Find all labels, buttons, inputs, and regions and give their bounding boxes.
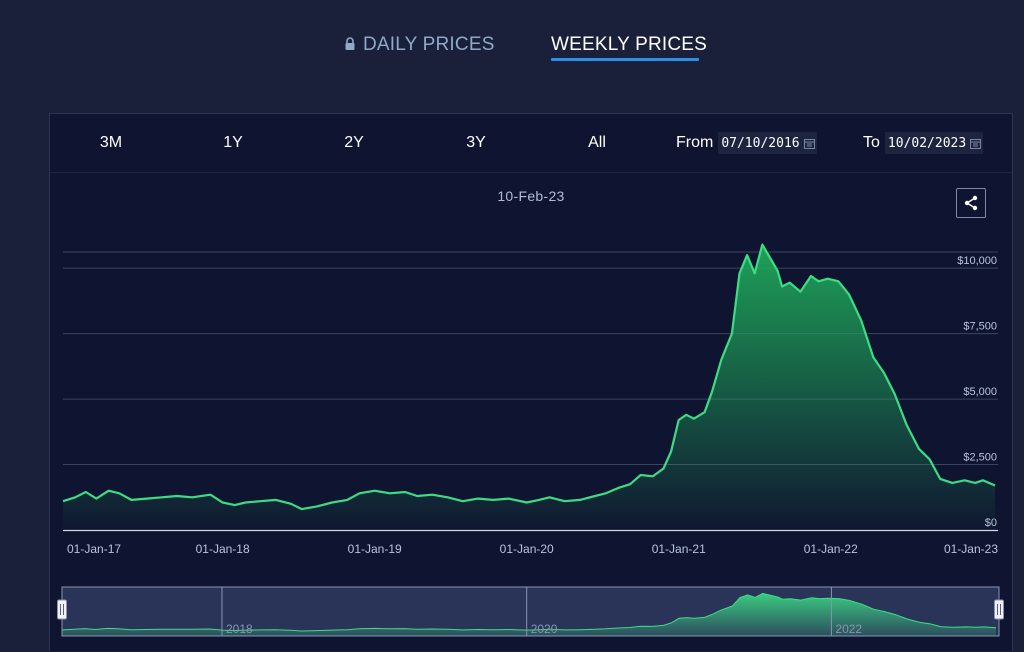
tab-daily-label: DAILY PRICES <box>363 34 495 55</box>
navigator-left-handle[interactable] <box>57 599 67 620</box>
from-date-input[interactable]: 07/10/2016 <box>718 132 817 154</box>
calendar-icon <box>803 138 815 149</box>
chart-panel: 3M 1Y 2Y 3Y All From 07/10/2016 To 10/02… <box>49 113 1013 651</box>
range-button-1y[interactable]: 1Y <box>223 134 243 151</box>
calendar-icon <box>970 138 982 149</box>
price-chart[interactable]: $0$2,500$5,000$7,500$10,00001-Jan-1701-J… <box>50 173 1012 652</box>
x-tick-label: 01-Jan-22 <box>804 542 858 556</box>
tab-weekly-label: WEEKLY PRICES <box>551 34 708 55</box>
from-date-value: 07/10/2016 <box>721 135 800 151</box>
from-label: From <box>676 134 714 151</box>
x-tick-label: 01-Jan-23 <box>944 542 998 556</box>
tab-daily-prices[interactable]: DAILY PRICES <box>344 34 495 56</box>
to-label: To <box>863 134 880 151</box>
to-date-value: 10/02/2023 <box>887 135 967 151</box>
range-button-3y[interactable]: 3Y <box>466 134 486 151</box>
chart-area: $0$2,500$5,000$7,500$10,00001-Jan-1701-J… <box>50 173 1012 652</box>
navigator-right-handle[interactable] <box>994 599 1004 620</box>
navigator-line <box>61 592 997 632</box>
navigator-tick-label: 2020 <box>531 622 558 636</box>
lock-icon <box>345 37 355 50</box>
price-area-fill <box>63 244 995 530</box>
navigator-tick-label: 2022 <box>835 622 862 636</box>
x-tick-label: 01-Jan-21 <box>652 542 706 556</box>
y-tick-label: $2,500 <box>963 452 997 464</box>
y-tick-label: $10,000 <box>957 255 997 267</box>
range-button-3m[interactable]: 3M <box>99 134 123 151</box>
range-toolbar: 3M 1Y 2Y 3Y All From 07/10/2016 To 10/02… <box>50 114 1012 173</box>
y-tick-label: $7,500 <box>963 321 997 333</box>
from-date-group: From 07/10/2016 <box>676 132 817 154</box>
x-tick-label: 01-Jan-19 <box>348 542 402 556</box>
active-tab-indicator <box>551 58 699 61</box>
navigator-area <box>62 593 996 636</box>
to-date-input[interactable]: 10/02/2023 <box>884 132 984 154</box>
to-date-group: To 10/02/2023 <box>863 132 984 154</box>
tab-weekly-prices[interactable]: WEEKLY PRICES <box>551 34 707 56</box>
range-button-2y[interactable]: 2Y <box>344 134 364 151</box>
price-tabs: DAILY PRICES WEEKLY PRICES <box>0 34 1024 66</box>
share-button[interactable] <box>956 188 986 218</box>
share-icon <box>964 195 978 211</box>
hover-date-label: 10-Feb-23 <box>497 188 565 204</box>
navigator-tick-label: 2018 <box>226 622 253 636</box>
x-tick-label: 01-Jan-18 <box>196 542 250 556</box>
x-tick-label: 01-Jan-20 <box>500 542 554 556</box>
x-tick-label: 01-Jan-17 <box>67 542 121 556</box>
price-series-line <box>62 243 996 511</box>
range-button-all[interactable]: All <box>588 134 606 151</box>
y-tick-label: $5,000 <box>963 386 997 398</box>
